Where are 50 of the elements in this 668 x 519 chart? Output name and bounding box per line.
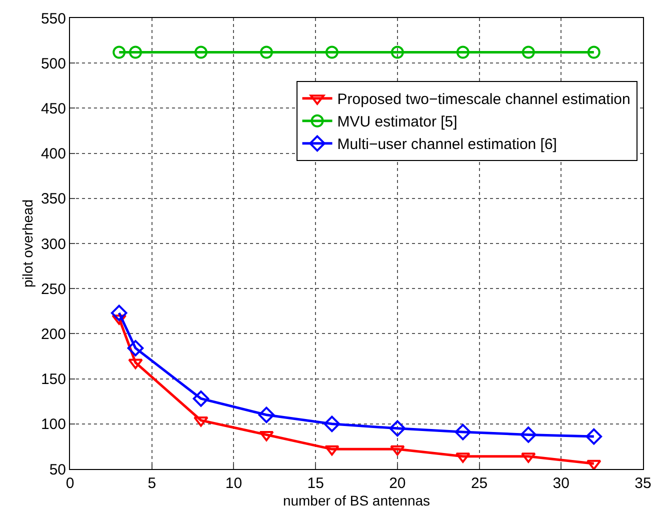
x-tick-label: 35	[634, 475, 652, 492]
x-tick-label: 10	[225, 475, 242, 492]
point	[586, 428, 602, 445]
point	[454, 424, 472, 440]
x-tick-label: 25	[470, 475, 488, 492]
y-tick-label: 450	[40, 100, 66, 118]
x-tick-label: 20	[389, 475, 406, 492]
point	[456, 452, 470, 463]
point	[521, 452, 536, 463]
y-tick-label: 250	[40, 280, 66, 298]
y-tick-label: 300	[40, 236, 66, 253]
legend-label: Proposed two−timescale channel estimation	[337, 91, 630, 108]
point	[258, 406, 275, 424]
point	[325, 46, 338, 59]
point	[390, 445, 405, 456]
x-tick-label: 5	[148, 475, 156, 492]
point	[128, 358, 143, 370]
y-tick-label: 350	[40, 190, 66, 208]
point	[110, 304, 128, 322]
point	[587, 46, 600, 59]
point	[194, 46, 208, 59]
point	[259, 430, 274, 442]
legend-label: Multi−user channel estimation [6]	[337, 136, 557, 154]
point	[112, 46, 126, 59]
point	[192, 390, 210, 407]
y-tick-label: 500	[40, 55, 66, 72]
point	[456, 46, 470, 59]
x-tick-label: 15	[307, 475, 324, 492]
x-tick-label: 30	[552, 475, 570, 492]
point	[522, 46, 535, 59]
x-tick-label: 0	[66, 475, 74, 492]
point	[128, 46, 142, 59]
y-tick-label: 550	[40, 10, 66, 28]
point	[324, 416, 340, 432]
y-axis-title: pilot overhead	[20, 200, 36, 288]
point	[389, 420, 406, 437]
x-axis-title: number of BS antennas	[282, 492, 430, 508]
point	[520, 426, 537, 443]
point	[324, 445, 340, 456]
point	[112, 314, 126, 325]
point	[194, 416, 208, 427]
legend-label: MVU estimator [5]	[337, 114, 458, 131]
y-tick-label: 100	[40, 416, 66, 434]
point	[390, 46, 404, 59]
point	[260, 46, 273, 59]
y-tick-label: 400	[40, 146, 66, 163]
y-tick-label: 200	[40, 326, 66, 343]
point	[127, 340, 144, 356]
y-tick-label: 50	[49, 461, 66, 478]
y-tick-label: 150	[40, 371, 66, 388]
